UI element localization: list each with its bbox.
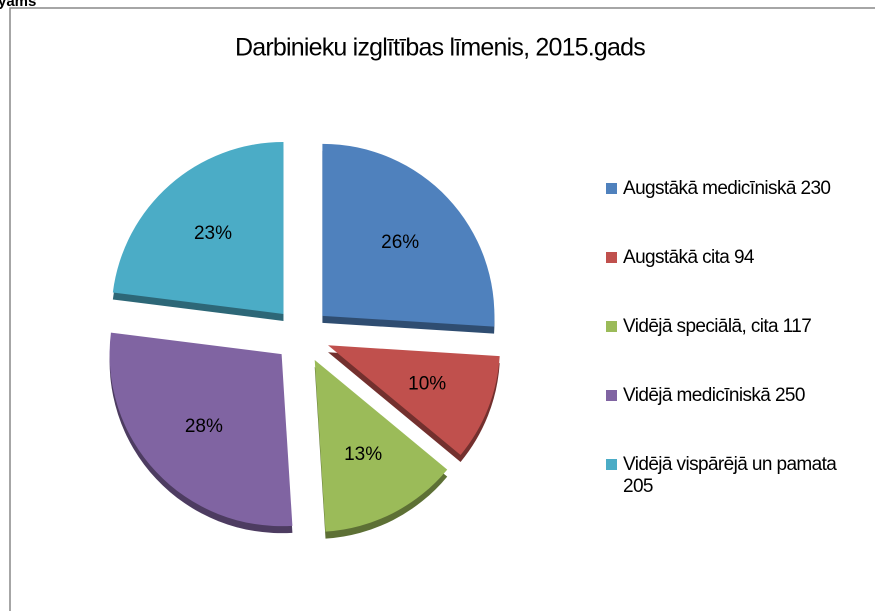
legend-swatch (606, 390, 617, 401)
legend-swatch (606, 321, 617, 332)
legend-item: Augstākā medicīniskā 230 (606, 178, 868, 247)
data-label: 23% (194, 223, 232, 244)
legend-label: Vidējā vispārējā un pamata 205 (623, 454, 837, 497)
chart-title: Darbinieku izglītības līmenis, 2015.gads (235, 34, 645, 62)
data-label: 28% (185, 416, 223, 437)
legend-label: Vidējā speciālā, cita 117 (623, 316, 812, 337)
legend-item: Vidējā medicīniskā 250 (606, 385, 868, 454)
legend-label: Vidējā medicīniskā 250 (623, 385, 805, 406)
pie: 26% 10% 13% 28% 23% (109, 141, 500, 539)
data-label: 26% (381, 232, 419, 253)
slice (322, 143, 495, 327)
legend-label: Augstākā medicīniskā 230 (623, 178, 831, 199)
data-label: 13% (344, 444, 382, 465)
slice (112, 141, 284, 314)
legend-item: Augstākā cita 94 (606, 247, 868, 316)
legend-item: Vidējā vispārējā un pamata 205 (606, 454, 868, 523)
legend-swatch (606, 252, 617, 263)
slice (314, 359, 448, 532)
legend-item: Vidējā speciālā, cita 117 (606, 316, 868, 385)
legend-swatch (606, 183, 617, 194)
slice (109, 332, 293, 527)
slice (328, 345, 500, 455)
cut-text: yams (0, 0, 36, 10)
legend-swatch (606, 459, 617, 470)
data-label: 10% (408, 374, 446, 395)
legend: Augstākā medicīniskā 230 Augstākā cita 94… (606, 178, 868, 523)
legend-label: Augstākā cita 94 (623, 247, 754, 268)
